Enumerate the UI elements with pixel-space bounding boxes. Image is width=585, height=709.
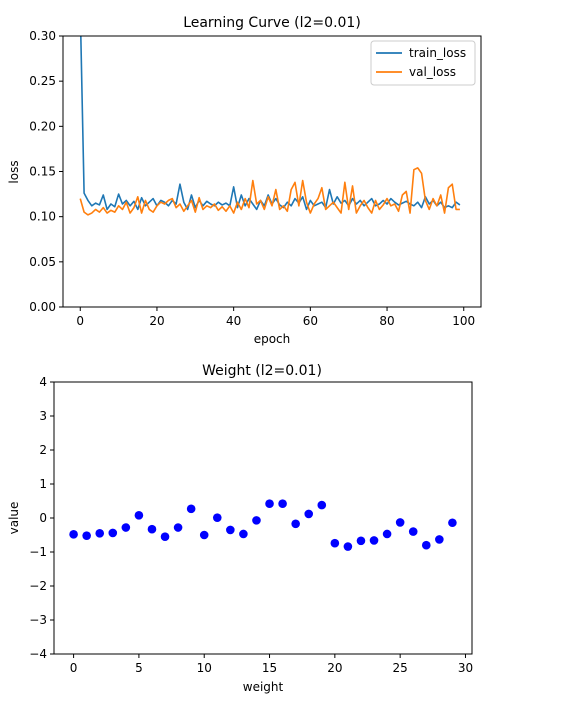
chart1-series-group bbox=[79, 36, 461, 216]
weight-point bbox=[435, 535, 444, 544]
chart2-ytick-label: 1 bbox=[39, 477, 47, 491]
weight-point bbox=[239, 529, 248, 539]
weight-point bbox=[356, 536, 366, 546]
weight-point bbox=[421, 540, 431, 550]
chart1-title: Learning Curve (l2=0.01) bbox=[183, 15, 361, 31]
chart1-ytick-label: 0.20 bbox=[29, 119, 56, 133]
weight-point bbox=[226, 525, 235, 535]
chart1-xlabel: epoch bbox=[254, 332, 291, 346]
chart1-plot-area bbox=[79, 36, 461, 216]
chart1-ytick-label: 0.05 bbox=[29, 255, 56, 269]
weight-point bbox=[173, 523, 183, 532]
chart2-ytick-label: −2 bbox=[29, 579, 47, 593]
legend-label-val-loss: val_loss bbox=[409, 65, 456, 79]
series-line-val-loss bbox=[79, 167, 460, 216]
chart1-frame bbox=[62, 35, 482, 308]
chart2-title: Weight (l2=0.01) bbox=[202, 363, 322, 379]
chart1-ytick-label: 0.10 bbox=[29, 210, 56, 224]
weight-point bbox=[82, 531, 91, 540]
weight-point bbox=[134, 510, 144, 520]
series-line-train-loss bbox=[80, 36, 461, 211]
chart1-xtick-label: 60 bbox=[303, 314, 318, 328]
weight-point bbox=[448, 518, 457, 528]
chart2-ytick-label: 2 bbox=[39, 443, 47, 457]
chart2-ytick-label: −1 bbox=[29, 545, 47, 559]
weight-point bbox=[382, 529, 392, 539]
chart2-xtick-label: 0 bbox=[70, 661, 78, 675]
weight-point bbox=[252, 516, 261, 525]
weight-point bbox=[108, 528, 118, 538]
chart1-xtick-label: 20 bbox=[149, 314, 164, 328]
weight-point bbox=[95, 529, 105, 538]
weight-chart: Weight (l2=0.01) 0 5 10 15 20 25 30 −4 −3 −2 −1 0 1 2… bbox=[7, 363, 473, 694]
chart2-xtick-label: 10 bbox=[197, 661, 212, 675]
weight-point bbox=[186, 504, 196, 514]
chart1-ytick-label: 0.25 bbox=[29, 74, 56, 88]
weight-point bbox=[304, 509, 314, 519]
chart2-xlabel: weight bbox=[243, 680, 284, 694]
chart2-xtick-label: 15 bbox=[262, 661, 277, 675]
weight-point bbox=[69, 530, 78, 539]
chart1-ytick-label: 0.00 bbox=[29, 300, 56, 314]
chart2-ytick-label: 0 bbox=[39, 511, 47, 525]
weight-point bbox=[160, 532, 170, 541]
weight-point bbox=[121, 523, 131, 532]
legend-label-train-loss: train_loss bbox=[409, 46, 466, 60]
chart1-ticks: 0 20 40 60 80 100 0.00 0.05 0.10 0.15 0.20 0.25 0.30 bbox=[29, 29, 475, 328]
weight-point bbox=[212, 513, 222, 522]
chart2-ytick-label: −3 bbox=[29, 613, 47, 627]
chart2-xtick-label: 5 bbox=[135, 661, 143, 675]
chart1-xtick-label: 0 bbox=[76, 314, 84, 328]
chart2-ytick-label: −4 bbox=[29, 647, 47, 661]
weight-point bbox=[199, 530, 209, 540]
chart1-xtick-label: 40 bbox=[226, 314, 241, 328]
legend-box bbox=[370, 40, 476, 86]
weight-point bbox=[147, 524, 157, 534]
chart1-xtick-label: 100 bbox=[452, 314, 475, 328]
weight-point bbox=[265, 499, 274, 509]
chart2-plot-area bbox=[69, 499, 457, 551]
chart2-xtick-label: 25 bbox=[393, 661, 408, 675]
chart2-ticks: 0 5 10 15 20 25 30 −4 −3 −2 −1 0 1 2 3 4 bbox=[29, 375, 473, 675]
weight-point bbox=[369, 536, 379, 545]
weight-point bbox=[343, 542, 353, 551]
weight-point bbox=[395, 518, 405, 527]
chart2-frame bbox=[53, 381, 473, 655]
chart2-ytick-label: 3 bbox=[39, 409, 47, 423]
chart2-xtick-label: 30 bbox=[458, 661, 473, 675]
chart1-xtick-label: 80 bbox=[379, 314, 394, 328]
weight-point bbox=[291, 519, 300, 529]
weight-point bbox=[408, 527, 418, 536]
chart2-ylabel: value bbox=[7, 502, 21, 535]
chart1-ytick-label: 0.30 bbox=[29, 29, 56, 43]
chart1-ylabel: loss bbox=[7, 160, 21, 183]
chart1-legend: train_loss val_loss bbox=[370, 40, 476, 86]
weight-point bbox=[330, 538, 340, 548]
chart1-ytick-label: 0.15 bbox=[29, 165, 56, 179]
chart2-ytick-label: 4 bbox=[39, 375, 47, 389]
chart2-xtick-label: 20 bbox=[327, 661, 342, 675]
weight-point bbox=[317, 500, 327, 510]
learning-curve-chart: Learning Curve (l2=0.01) 0 20 40 60 80 100 0.0… bbox=[7, 15, 482, 346]
weight-point bbox=[278, 499, 287, 509]
